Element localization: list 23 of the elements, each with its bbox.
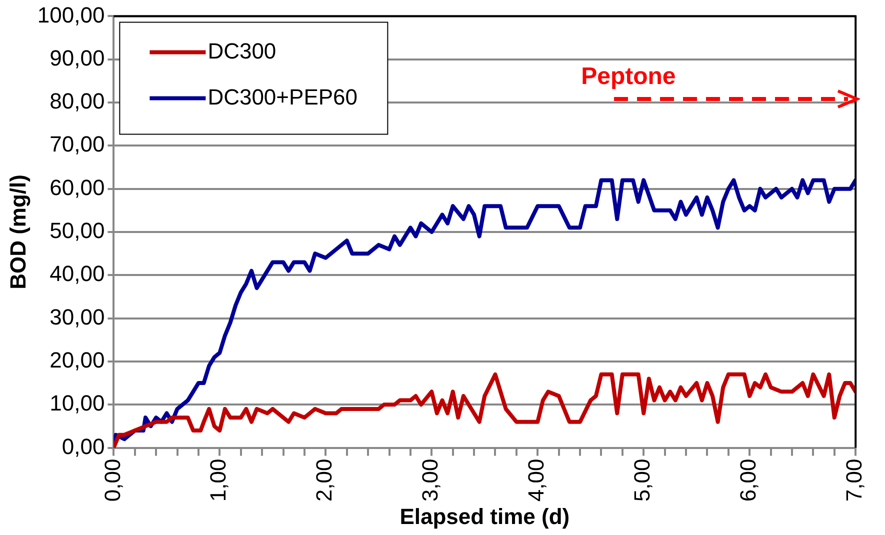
x-tick-label: 3,00 xyxy=(418,458,443,502)
y-tick-label: 100,00 xyxy=(37,2,105,28)
x-tick-label: 7,00 xyxy=(842,458,867,502)
y-tick-label: 10,00 xyxy=(50,390,105,416)
y-tick-label: 60,00 xyxy=(50,174,105,200)
y-tick-label: 90,00 xyxy=(50,45,105,70)
x-tick-label: 6,00 xyxy=(736,458,761,502)
y-tick-label: 20,00 xyxy=(50,348,105,373)
y-tick-label: 50,00 xyxy=(50,218,105,244)
y-axis-title: BOD (mg/l) xyxy=(5,174,30,290)
x-tick-label: 2,00 xyxy=(312,458,337,502)
annotation: Peptone xyxy=(581,63,676,90)
y-tick-label: 0,00 xyxy=(62,434,105,459)
x-tick-label: 4,00 xyxy=(524,458,549,502)
legend-label: DC300 xyxy=(208,38,276,64)
y-tick-label: 40,00 xyxy=(50,261,105,286)
y-tick-label: 30,00 xyxy=(50,304,105,330)
x-tick-label: 1,00 xyxy=(206,458,231,502)
x-tick-label: 5,00 xyxy=(630,458,655,502)
x-axis-title: Elapsed time (d) xyxy=(400,504,570,529)
y-tick-label: 70,00 xyxy=(50,132,105,157)
y-tick-label: 80,00 xyxy=(50,88,105,114)
legend-label: DC300+PEP60 xyxy=(208,84,358,110)
